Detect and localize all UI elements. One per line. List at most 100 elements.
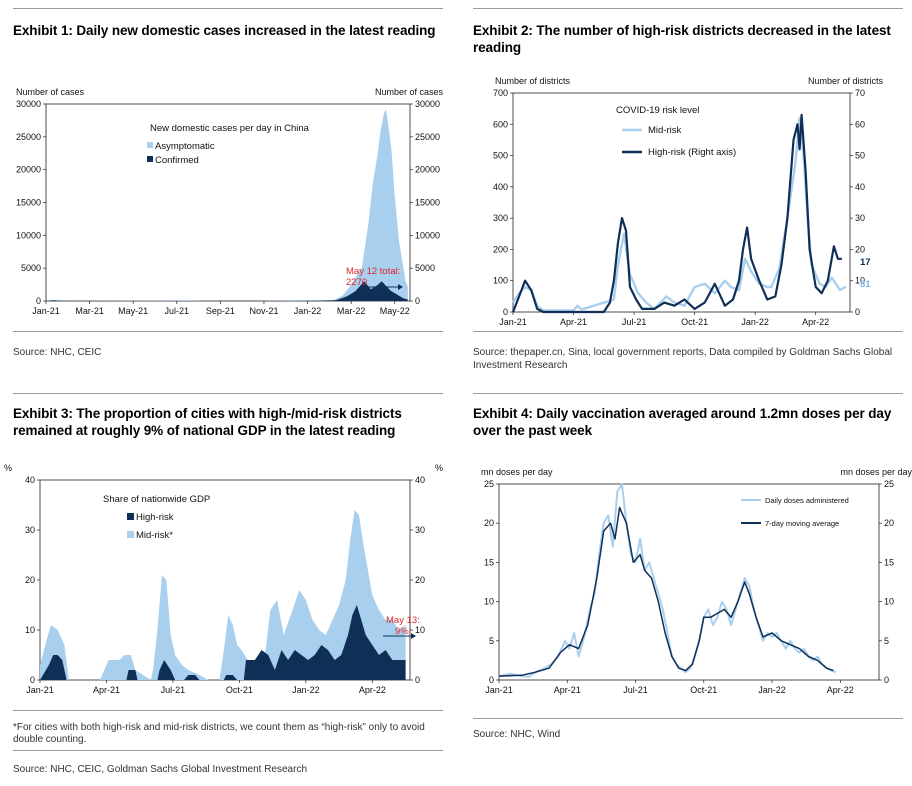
exhibit-1-x-tick-label: Jan-22	[294, 306, 322, 316]
exhibit-3-x-tick-label: Apr-21	[93, 685, 120, 695]
exhibit-4-series-moving-average	[498, 506, 834, 677]
exhibit-4-y-axis-label-right: mn doses per day	[840, 467, 912, 477]
exhibit-1-left-tick-label: 30000	[16, 99, 41, 109]
exhibit-2-x-tick-label: Apr-22	[802, 317, 829, 327]
exhibit-1-left-tick-label: 10000	[16, 230, 41, 240]
exhibit-4-y-axis-label-left: mn doses per day	[481, 467, 553, 477]
exhibit-2-x-tick-label: Jan-22	[741, 317, 769, 327]
exhibit-4-left-tick-label: 15	[484, 557, 494, 567]
exhibit-3-footnote: *For cities with both high-risk and mid-…	[13, 722, 425, 745]
exhibit-3-annotation-line-1: May 13:	[386, 615, 420, 626]
exhibit-2-right-tick-label: 60	[855, 119, 865, 129]
exhibit-1-x-tick-label: Nov-21	[249, 306, 278, 316]
exhibit-2-title: Exhibit 2: The number of high-risk distr…	[473, 23, 891, 55]
exhibit-4-right-tick-label: 0	[884, 675, 889, 685]
exhibit-3-right-tick-label: 10	[415, 625, 425, 635]
exhibit-3-mid-rule	[13, 710, 443, 711]
exhibit-2-left-tick-label: 500	[493, 151, 508, 161]
exhibit-4-right-tick-label: 20	[884, 518, 894, 528]
exhibit-2-right-tick-label: 70	[855, 88, 865, 98]
exhibit-1-x-tick-label: Jul-21	[165, 306, 190, 316]
exhibit-2-right-tick-label: 0	[855, 307, 860, 317]
exhibit-3-x-tick-label: Oct-21	[226, 685, 253, 695]
exhibit-2-x-tick-label: Apr-21	[560, 317, 587, 327]
exhibit-1-annotation-line-2: 2270	[346, 277, 367, 288]
exhibit-3-y-axis-label-left: %	[4, 463, 12, 473]
exhibit-3-left-tick-label: 30	[25, 525, 35, 535]
exhibit-4-x-tick-label: Jan-22	[758, 685, 786, 695]
exhibit-1-legend-title: New domestic cases per day in China	[150, 123, 310, 134]
exhibit-3-y-axis-label-right: %	[435, 463, 443, 473]
exhibit-1-right-tick-label: 25000	[415, 132, 440, 142]
exhibit-2-x-tick-label: Oct-21	[681, 317, 708, 327]
exhibit-3-x-tick-label: Apr-22	[359, 685, 386, 695]
exhibit-3-right-tick-label: 20	[415, 575, 425, 585]
exhibit-1-top-rule	[13, 8, 443, 9]
exhibit-2-left-tick-label: 400	[493, 182, 508, 192]
exhibit-3-x-tick-label: Jan-21	[26, 685, 54, 695]
exhibit-3-top-rule	[13, 393, 443, 394]
exhibit-1-x-tick-label: May-22	[380, 306, 410, 316]
exhibit-1-series-confirmed	[46, 281, 408, 301]
exhibit-1-left-tick-label: 20000	[16, 165, 41, 175]
exhibit-4-right-tick-label: 5	[884, 636, 889, 646]
exhibit-3-bottom-rule	[13, 750, 443, 751]
exhibit-2-right-tick-label: 40	[855, 182, 865, 192]
exhibit-4-left-tick-label: 25	[484, 479, 494, 489]
exhibit-1-title: Exhibit 1: Daily new domestic cases incr…	[13, 23, 436, 38]
exhibit-2-left-tick-label: 600	[493, 119, 508, 129]
exhibit-1-annotation-arrowhead	[398, 284, 403, 290]
exhibit-2-right-tick-label: 10	[855, 276, 865, 286]
exhibit-4-x-tick-label: Apr-21	[554, 685, 581, 695]
exhibit-3-x-tick-label: Jul-21	[161, 685, 186, 695]
exhibit-1-left-tick-label: 15000	[16, 198, 41, 208]
exhibit-3-left-tick-label: 20	[25, 575, 35, 585]
exhibit-4-left-tick-label: 10	[484, 597, 494, 607]
exhibit-4-x-tick-label: Apr-22	[827, 685, 854, 695]
exhibit-4-left-tick-label: 5	[489, 636, 494, 646]
exhibit-3-annotation-arrowhead	[411, 633, 416, 639]
exhibit-2-y-axis-label-right: Number of districts	[808, 76, 884, 86]
exhibit-3-series-high-risk	[40, 605, 406, 680]
exhibit-1-y-axis-label-left: Number of cases	[16, 87, 85, 97]
exhibit-1-left-tick-label: 25000	[16, 132, 41, 142]
exhibit-4-legend-label: Daily doses administered	[765, 496, 849, 505]
exhibit-3-right-tick-label: 0	[415, 675, 420, 685]
exhibit-2-series-high-risk	[511, 113, 842, 314]
exhibit-4-bottom-rule	[473, 718, 903, 719]
exhibit-2-y-axis-label-left: Number of districts	[495, 76, 571, 86]
exhibit-1-x-tick-label: Mar-21	[75, 306, 104, 316]
exhibit-1-x-tick-label: Sep-21	[206, 306, 235, 316]
exhibit-1-series-asymptomatic	[46, 109, 408, 301]
exhibit-3-legend-label: High-risk	[136, 512, 174, 523]
exhibit-2-plot-frame	[512, 92, 851, 313]
exhibit-2-right-tick-label: 50	[855, 151, 865, 161]
exhibit-1-right-tick-label: 10000	[415, 230, 440, 240]
exhibit-1-left-tick-label: 0	[36, 296, 41, 306]
exhibit-3-legend-swatch	[127, 513, 134, 520]
exhibit-2-left-tick-label: 300	[493, 213, 508, 223]
exhibit-3-left-tick-label: 10	[25, 625, 35, 635]
exhibit-4-title: Exhibit 4: Daily vaccination averaged ar…	[473, 406, 892, 438]
exhibit-1-legend-label: Confirmed	[155, 155, 199, 166]
exhibit-1-legend-swatch	[147, 142, 153, 148]
exhibit-2-legend-label: High-risk (Right axis)	[648, 147, 736, 158]
exhibit-1-y-axis-label-right: Number of cases	[375, 87, 444, 97]
exhibit-3-left-tick-label: 40	[25, 475, 35, 485]
exhibit-4-left-tick-label: 20	[484, 518, 494, 528]
exhibit-4-plot-frame	[498, 483, 880, 681]
exhibit-1-left-tick-label: 5000	[21, 263, 41, 273]
exhibit-2-end-label-mid-risk: 81	[860, 279, 871, 290]
exhibit-4-source: Source: NHC, Wind	[473, 729, 561, 740]
exhibit-2-right-tick-label: 30	[855, 213, 865, 223]
exhibit-4-right-tick-label: 25	[884, 479, 894, 489]
exhibit-1-x-tick-label: May-21	[118, 306, 148, 316]
exhibit-2-top-rule	[473, 8, 903, 9]
exhibit-2-legend-title: COVID-19 risk level	[616, 105, 699, 116]
exhibit-1-right-tick-label: 0	[415, 296, 420, 306]
exhibit-2-x-tick-label: Jul-21	[622, 317, 647, 327]
exhibit-2-x-tick-label: Jan-21	[499, 317, 527, 327]
exhibit-4-right-tick-label: 15	[884, 557, 894, 567]
exhibit-2-left-tick-label: 0	[503, 307, 508, 317]
